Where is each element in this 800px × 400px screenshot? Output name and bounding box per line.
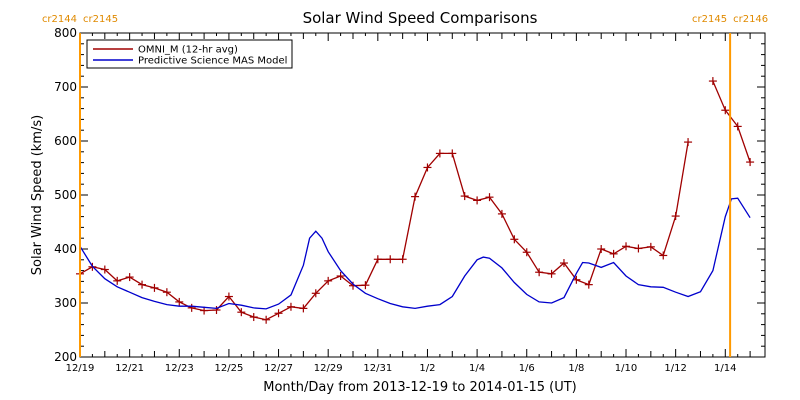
y-tick-label: 400 <box>54 242 77 256</box>
omni-data-point <box>125 273 134 282</box>
legend-label: Predictive Science MAS Model <box>138 56 287 67</box>
omni-data-point <box>584 280 593 289</box>
x-tick-label: 1/14 <box>714 363 736 374</box>
omni-data-point <box>435 149 444 158</box>
omni-data-point <box>386 255 395 264</box>
x-tick-label: 1/10 <box>615 363 637 374</box>
omni-data-point <box>361 281 370 290</box>
y-axis-label: Solar Wind Speed (km/s) <box>30 115 45 275</box>
omni-data-point <box>460 192 469 201</box>
omni-data-point <box>733 122 742 131</box>
y-tick-label: 700 <box>54 80 77 94</box>
x-axis-label: Month/Day from 2013-12-19 to 2014-01-15 … <box>263 380 576 395</box>
series-group <box>76 77 755 324</box>
omni-data-point <box>336 272 345 280</box>
x-tick-label: 1/8 <box>568 363 584 374</box>
series-line-mas-model <box>79 197 751 310</box>
omni-data-point <box>746 158 755 167</box>
omni-data-point <box>262 315 271 324</box>
omni-data-point <box>522 248 531 257</box>
y-tick-label: 300 <box>54 296 77 310</box>
y-tick-label: 500 <box>54 188 77 202</box>
x-tick-label: 12/27 <box>264 363 293 374</box>
omni-data-point <box>286 302 295 311</box>
omni-data-point <box>212 306 221 315</box>
y-tick-label: 800 <box>54 26 77 40</box>
omni-data-point <box>224 292 233 301</box>
omni-data-point <box>559 259 568 268</box>
omni-data-point <box>473 196 482 205</box>
legend: OMNI_M (12-hr avg)Predictive Science MAS… <box>86 39 293 69</box>
series-line-omni <box>712 80 751 163</box>
omni-data-point <box>187 303 196 312</box>
x-tick-label: 12/29 <box>314 363 343 374</box>
omni-data-point <box>609 249 618 258</box>
omni-data-point <box>485 193 494 202</box>
omni-data-point <box>622 242 631 251</box>
x-tick-label: 12/31 <box>363 363 392 374</box>
omni-data-point <box>634 244 643 253</box>
omni-data-point <box>175 297 184 306</box>
x-tick-label: 1/12 <box>664 363 686 374</box>
omni-data-point <box>150 283 159 292</box>
omni-data-point <box>510 235 519 244</box>
omni-data-point <box>398 255 407 264</box>
omni-data-point <box>721 106 730 115</box>
axes-group: 200 300 400 500 600 700 800 12/19 12/21 12/23 12/2… <box>54 26 766 374</box>
legend-label: OMNI_M (12-hr avg) <box>138 45 238 56</box>
carrington-label-left: cr2145 <box>692 14 727 25</box>
omni-data-point <box>324 276 333 285</box>
omni-data-point <box>162 288 171 297</box>
carrington-label-right: cr2146 <box>733 14 768 25</box>
omni-data-point <box>646 242 655 251</box>
omni-data-point <box>100 265 109 274</box>
x-tick-label: 1/4 <box>469 363 485 374</box>
omni-data-point <box>448 149 457 158</box>
omni-data-point <box>671 212 680 221</box>
x-tick-label: 12/23 <box>165 363 194 374</box>
omni-data-point <box>497 209 506 218</box>
x-tick-label: 12/21 <box>115 363 144 374</box>
omni-data-point <box>373 255 382 264</box>
carrington-label-left: cr2144 <box>42 14 77 25</box>
omni-data-point <box>237 308 246 317</box>
y-tick-label: 600 <box>54 134 77 148</box>
omni-data-point <box>138 280 147 289</box>
omni-data-point <box>411 192 420 201</box>
omni-data-point <box>684 138 693 147</box>
y-tick-label: 200 <box>54 350 77 364</box>
omni-data-point <box>597 245 606 253</box>
omni-data-point <box>423 163 432 172</box>
carrington-label-right: cr2145 <box>83 14 118 25</box>
omni-data-point <box>249 313 258 322</box>
omni-data-point <box>113 276 122 285</box>
omni-data-point <box>299 304 308 313</box>
chart-title: Solar Wind Speed Comparisons <box>303 9 538 27</box>
omni-data-point <box>547 269 556 278</box>
x-tick-label: 1/6 <box>519 363 535 374</box>
x-tick-label: 1/2 <box>419 363 435 374</box>
omni-data-point <box>274 309 283 318</box>
carrington-markers: cr2144 cr2145 cr2145 cr2146 <box>42 14 768 357</box>
omni-data-point <box>659 251 668 260</box>
omni-data-point <box>311 289 320 298</box>
series-line-omni <box>79 141 689 321</box>
x-tick-label: 12/25 <box>214 363 243 374</box>
legend-box <box>86 39 293 69</box>
omni-data-point <box>535 268 544 277</box>
omni-data-point <box>708 77 717 86</box>
x-tick-label: 12/19 <box>66 363 95 374</box>
